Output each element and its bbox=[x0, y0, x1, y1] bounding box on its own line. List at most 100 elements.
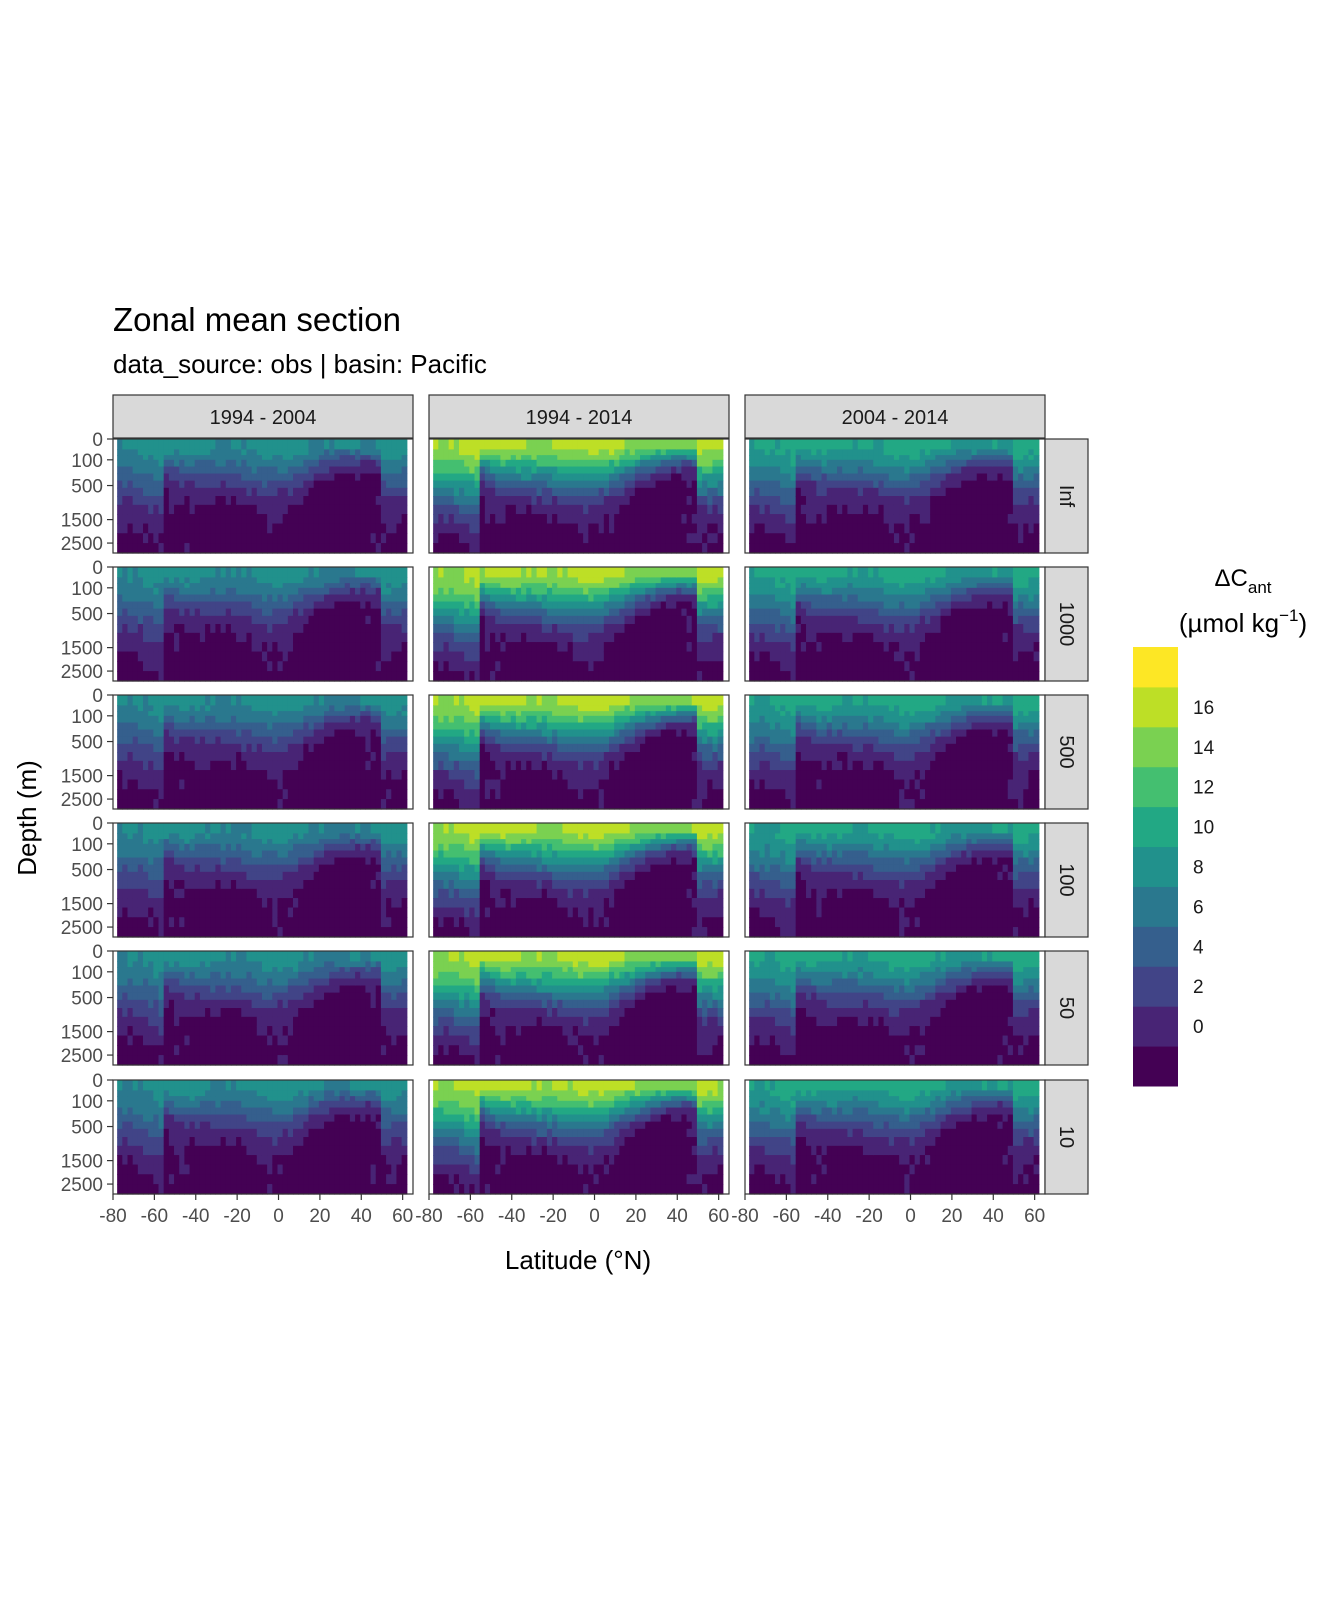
section-cell bbox=[935, 455, 942, 461]
section-cell bbox=[634, 567, 641, 579]
section-cell bbox=[857, 523, 864, 534]
section-cell bbox=[163, 449, 170, 456]
section-cell bbox=[930, 671, 936, 682]
section-cell bbox=[629, 439, 636, 451]
section-cell bbox=[370, 449, 377, 456]
section-cell bbox=[526, 587, 533, 596]
section-cell bbox=[987, 523, 993, 534]
section-cell bbox=[1012, 608, 1019, 617]
section-cell bbox=[401, 601, 408, 610]
section-cell bbox=[132, 671, 139, 682]
section-cell bbox=[811, 594, 817, 603]
section-cell bbox=[961, 624, 967, 634]
section-cell bbox=[256, 533, 263, 544]
section-cell bbox=[1028, 577, 1035, 584]
section-cell bbox=[1023, 608, 1030, 617]
section-cell bbox=[199, 594, 206, 603]
section-cell bbox=[153, 594, 160, 603]
section-cell bbox=[469, 480, 476, 489]
section-cell bbox=[764, 455, 771, 461]
section-cell bbox=[676, 624, 683, 634]
section-cell bbox=[893, 455, 900, 461]
section-cell bbox=[143, 459, 149, 468]
section-cell bbox=[344, 543, 351, 554]
section-cell bbox=[241, 449, 248, 456]
section-cell bbox=[681, 642, 688, 653]
section-cell bbox=[790, 455, 797, 461]
section-cell bbox=[552, 671, 558, 682]
section-cell bbox=[1033, 504, 1040, 515]
section-cell bbox=[997, 632, 1004, 643]
section-cell bbox=[971, 594, 978, 603]
section-cell bbox=[603, 608, 610, 617]
section-cell bbox=[769, 466, 776, 475]
section-cell bbox=[945, 543, 952, 554]
section-cell bbox=[510, 487, 517, 497]
section-cell bbox=[847, 514, 854, 525]
section-cell bbox=[966, 567, 973, 579]
section-cell bbox=[143, 466, 149, 475]
section-cell bbox=[510, 632, 517, 643]
section-cell bbox=[324, 624, 330, 634]
section-cell bbox=[681, 624, 688, 634]
section-cell bbox=[189, 514, 196, 525]
section-cell bbox=[914, 567, 921, 579]
section-cell bbox=[925, 449, 931, 456]
section-cell bbox=[992, 487, 999, 497]
section-cell bbox=[272, 449, 279, 456]
section-cell bbox=[117, 466, 123, 475]
section-cell bbox=[987, 514, 993, 525]
section-cell bbox=[184, 722, 191, 731]
section-cell bbox=[696, 514, 703, 525]
section-cell bbox=[179, 487, 185, 497]
section-cell bbox=[189, 760, 196, 771]
section-cell bbox=[375, 543, 382, 554]
section-cell bbox=[577, 642, 584, 653]
section-cell bbox=[811, 651, 817, 662]
section-cell bbox=[277, 480, 284, 489]
section-cell bbox=[1002, 487, 1009, 497]
section-cell bbox=[531, 504, 538, 515]
section-cell bbox=[655, 632, 662, 643]
section-cell bbox=[484, 577, 491, 584]
section-cell bbox=[764, 449, 771, 456]
section-cell bbox=[453, 601, 460, 610]
section-cell bbox=[717, 587, 724, 596]
section-cell bbox=[433, 523, 439, 534]
section-cell bbox=[153, 473, 160, 482]
section-cell bbox=[749, 594, 755, 603]
section-cell bbox=[122, 577, 129, 584]
section-cell bbox=[593, 661, 600, 672]
section-cell bbox=[505, 587, 512, 596]
section-cell bbox=[1012, 487, 1019, 497]
section-cell bbox=[318, 587, 325, 596]
section-cell bbox=[676, 455, 683, 461]
section-cell bbox=[334, 587, 341, 596]
section-cell bbox=[241, 480, 248, 489]
section-cell bbox=[360, 496, 367, 506]
section-cell bbox=[609, 587, 615, 596]
section-cell bbox=[764, 567, 771, 579]
section-cell bbox=[521, 594, 527, 603]
section-cell bbox=[717, 651, 724, 662]
section-cell bbox=[1018, 601, 1024, 610]
section-cell bbox=[904, 615, 911, 625]
section-cell bbox=[184, 514, 191, 525]
section-cell bbox=[386, 608, 392, 617]
section-cell bbox=[277, 577, 284, 584]
section-cell bbox=[137, 496, 144, 506]
section-cell bbox=[370, 543, 377, 554]
section-cell bbox=[691, 651, 698, 662]
section-cell bbox=[490, 459, 496, 468]
section-cell bbox=[344, 480, 351, 489]
section-cell bbox=[981, 608, 988, 617]
section-cell bbox=[893, 473, 900, 482]
section-cell bbox=[298, 504, 304, 515]
section-cell bbox=[873, 439, 880, 451]
section-cell bbox=[318, 601, 325, 610]
section-cell bbox=[210, 715, 217, 724]
section-cell bbox=[1002, 577, 1009, 584]
section-cell bbox=[189, 736, 196, 745]
section-cell bbox=[360, 480, 367, 489]
section-cell bbox=[712, 439, 719, 451]
